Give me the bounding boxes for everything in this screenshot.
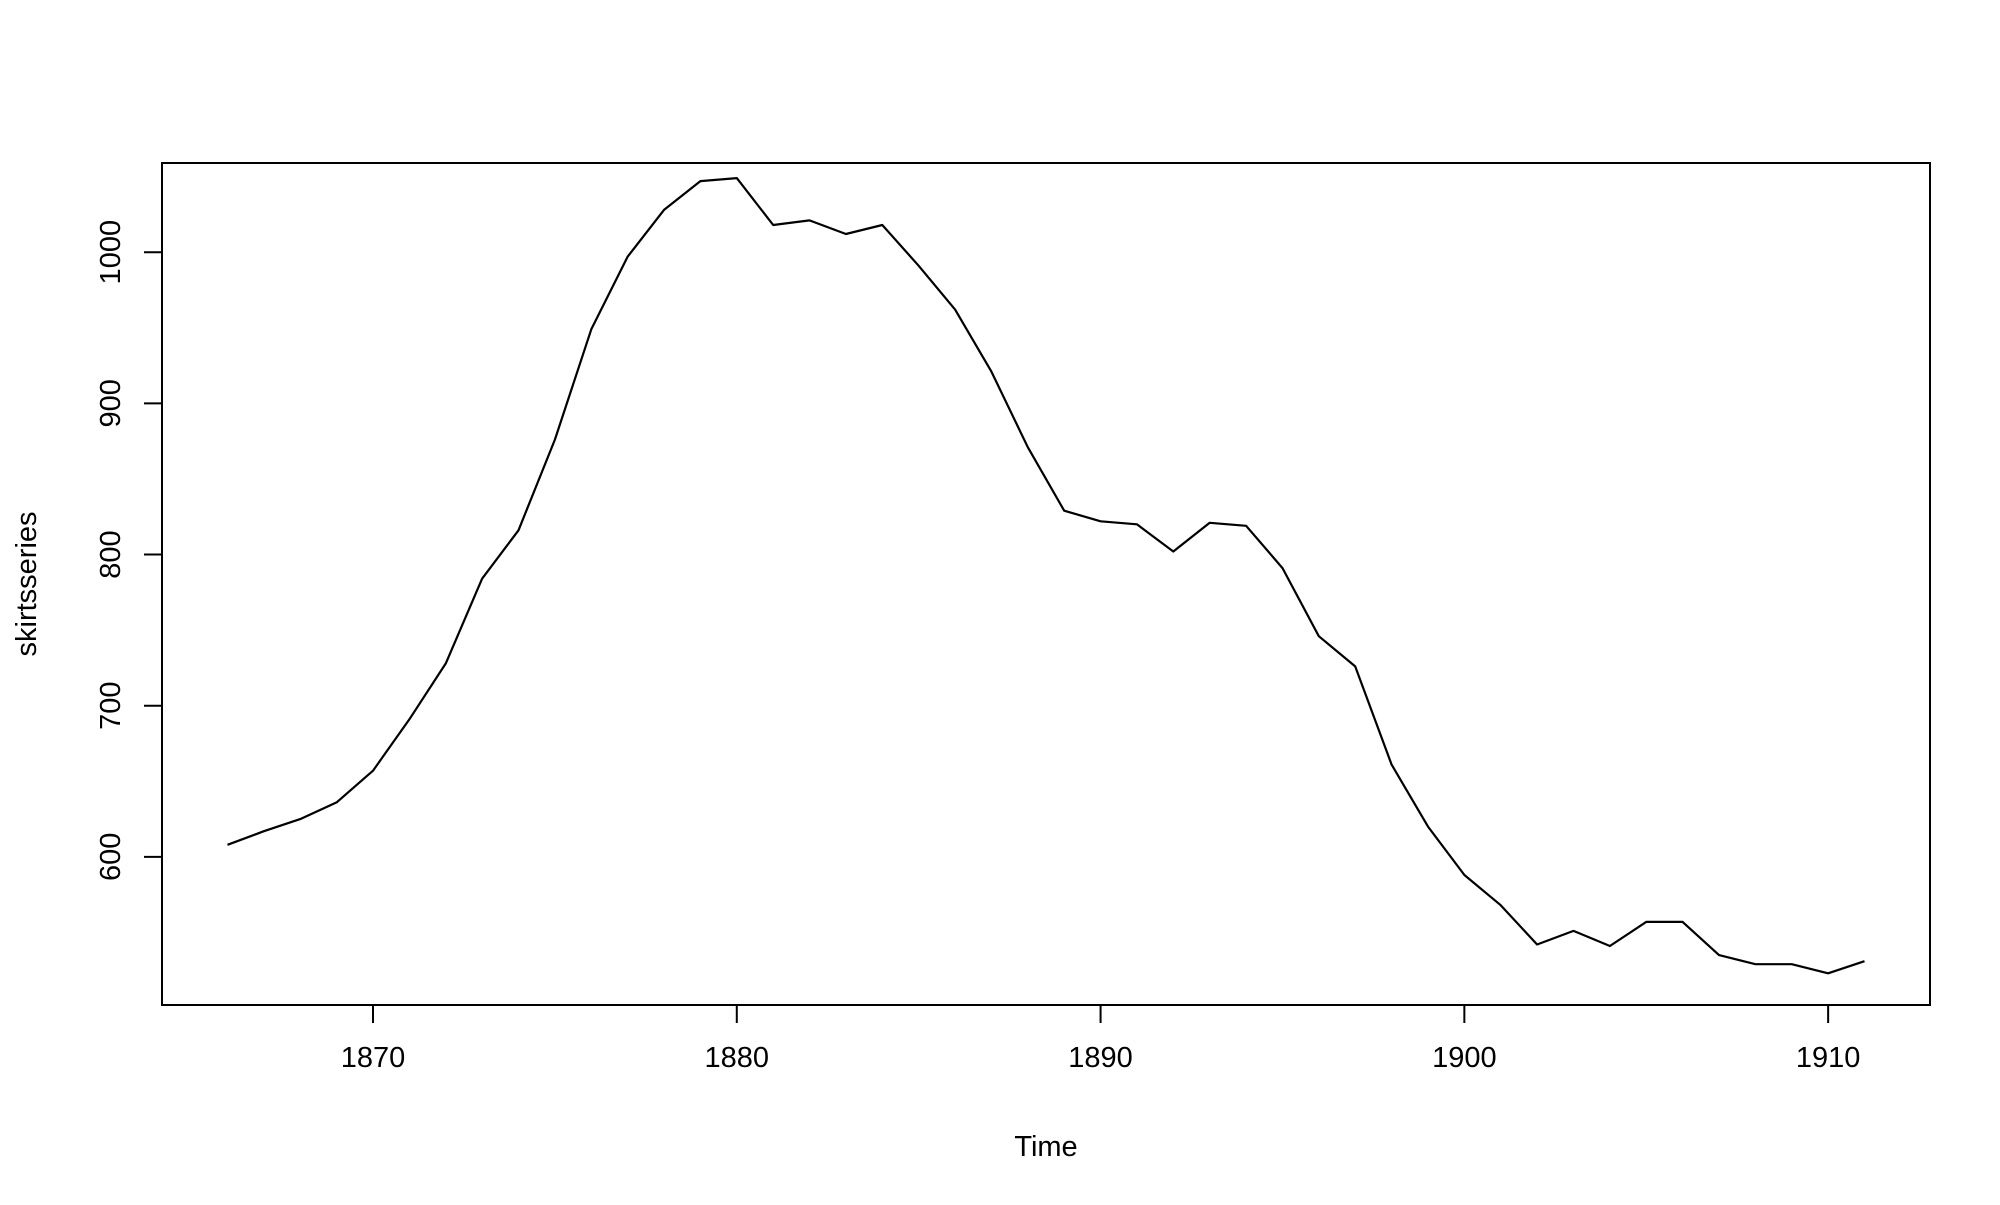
x-tick-label: 1900: [1432, 1042, 1497, 1074]
y-tick-label: 700: [95, 681, 127, 729]
plot-frame: [161, 162, 1931, 1006]
x-tick-label: 1880: [705, 1042, 770, 1074]
x-tick-label: 1870: [341, 1042, 406, 1074]
series-line: [227, 177, 1865, 975]
y-tick-label: 800: [95, 530, 127, 578]
y-tick-label: 900: [95, 379, 127, 427]
x-axis-title: Time: [1014, 1131, 1077, 1163]
x-tick-label: 1910: [1796, 1042, 1861, 1074]
y-tick-label: 600: [95, 833, 127, 881]
y-axis: 600 700 800 900 1000: [95, 220, 163, 881]
x-axis: 1870 1880 1890 1900 1910: [341, 1004, 1861, 1074]
y-axis-title: skirtsseries: [11, 511, 43, 656]
x-tick-label: 1890: [1068, 1042, 1133, 1074]
y-tick-label: 1000: [95, 220, 127, 285]
